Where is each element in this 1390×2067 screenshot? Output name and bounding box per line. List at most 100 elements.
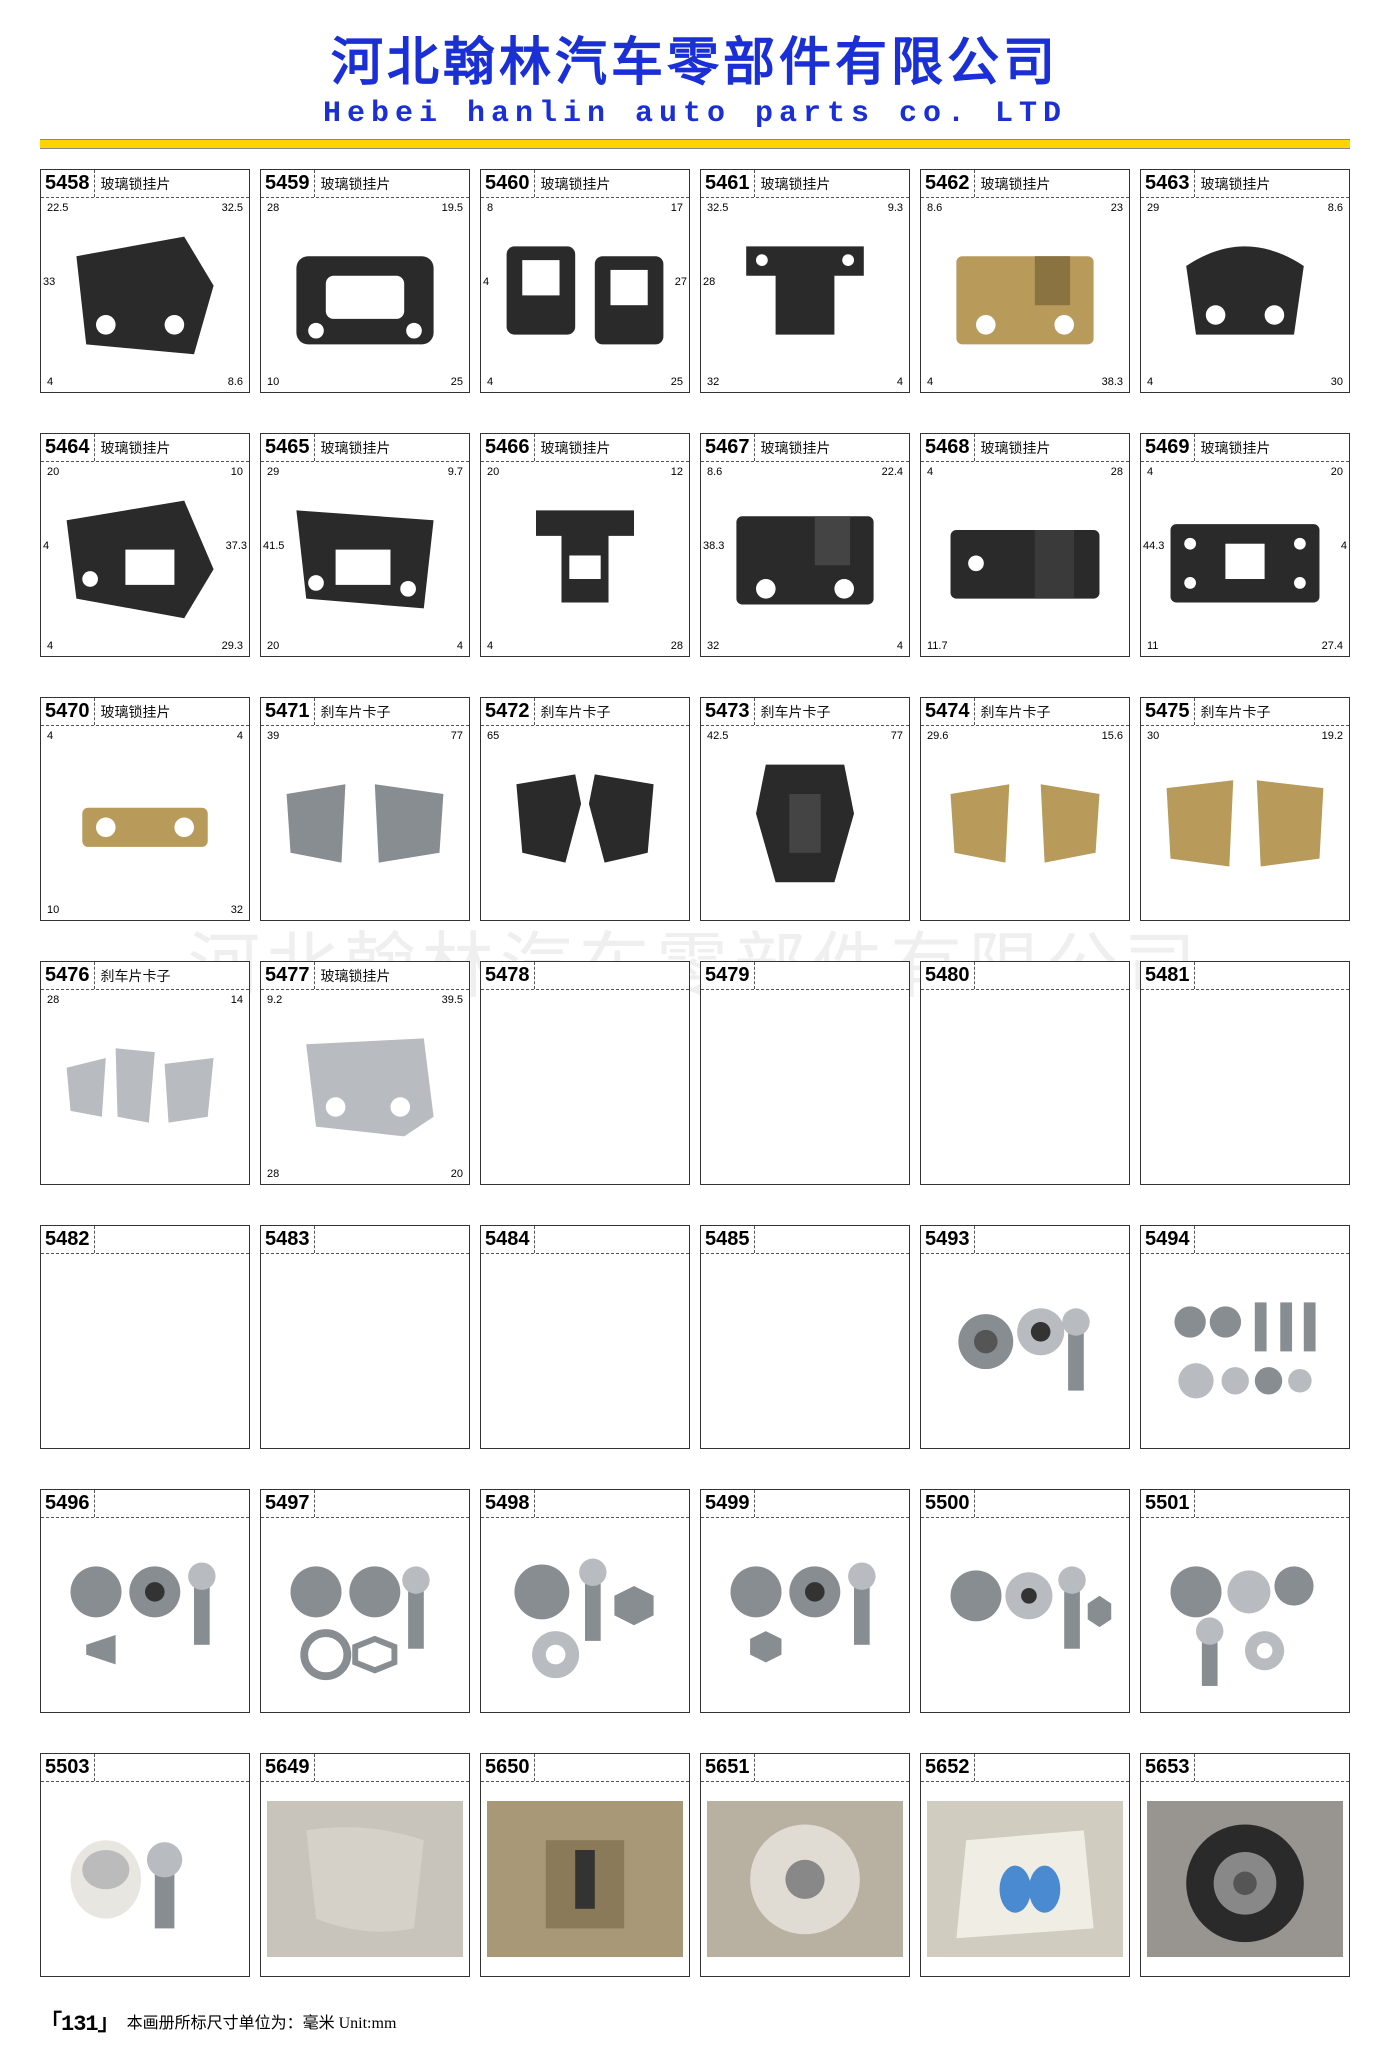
catalog-cell: 5653: [1140, 1753, 1350, 1977]
part-illustration: [1147, 204, 1343, 386]
dimension-label: 4: [1147, 376, 1153, 388]
dimension-label: 28: [267, 202, 279, 214]
cell-body: [701, 990, 909, 1184]
part-illustration: [267, 1260, 463, 1442]
cell-body: [1141, 1254, 1349, 1448]
cell-header: 5471刹车片卡子: [261, 698, 469, 726]
part-code: 5651: [701, 1754, 755, 1781]
cell-header: 5467玻璃锁挂片: [701, 434, 909, 462]
dimension-label: 4: [457, 640, 463, 652]
part-code: 5468: [921, 434, 975, 461]
page: 河北翰林汽车零部件有限公司 Hebei hanlin auto parts co…: [40, 20, 1350, 2037]
part-name: 刹车片卡子: [975, 702, 1051, 722]
part-code: 5478: [481, 962, 535, 989]
cell-body: 3019.2: [1141, 726, 1349, 920]
cell-header: 5475刹车片卡子: [1141, 698, 1349, 726]
catalog-cell: 5459玻璃锁挂片2819.51025: [260, 169, 470, 393]
part-illustration: [487, 1260, 683, 1442]
dimension-label: 38.3: [703, 540, 724, 552]
row-gap: [40, 667, 1350, 687]
dimension-label: 42.5: [707, 730, 728, 742]
cell-header: 5482: [41, 1226, 249, 1254]
cell-header: 5484: [481, 1226, 689, 1254]
catalog-cell: 5471刹车片卡子3977: [260, 697, 470, 921]
part-code: 5472: [481, 698, 535, 725]
cell-body: 441032: [41, 726, 249, 920]
dimension-label: 65: [487, 730, 499, 742]
part-code: 5458: [41, 170, 95, 197]
dimension-label: 8.6: [228, 376, 243, 388]
part-code: 5483: [261, 1226, 315, 1253]
catalog-cell: 5479: [700, 961, 910, 1185]
dimension-label: 14: [231, 994, 243, 1006]
dimension-label: 4: [483, 276, 489, 288]
part-illustration: [927, 1788, 1123, 1970]
dimension-label: 4: [237, 730, 243, 742]
catalog-cell: 5469玻璃锁挂片4201127.444.34: [1140, 433, 1350, 657]
part-illustration: [487, 1788, 683, 1970]
part-illustration: [267, 204, 463, 386]
dimension-label: 4: [1341, 540, 1347, 552]
cell-header: 5498: [481, 1490, 689, 1518]
dimension-label: 8.6: [1328, 202, 1343, 214]
dimension-label: 20: [267, 640, 279, 652]
cell-body: [41, 1782, 249, 1976]
part-code: 5475: [1141, 698, 1195, 725]
catalog-cell: 5481: [1140, 961, 1350, 1185]
cell-body: 22.532.548.633: [41, 198, 249, 392]
part-code: 5471: [261, 698, 315, 725]
dimension-label: 29.3: [222, 640, 243, 652]
catalog-cell: 5470玻璃锁挂片441032: [40, 697, 250, 921]
part-name: 玻璃锁挂片: [755, 438, 831, 458]
catalog-cell: 5485: [700, 1225, 910, 1449]
cell-header: 5463玻璃锁挂片: [1141, 170, 1349, 198]
dimension-label: 11: [1147, 640, 1158, 652]
dimension-label: 10: [231, 466, 243, 478]
catalog-cell: 5652: [920, 1753, 1130, 1977]
cell-body: 2814: [41, 990, 249, 1184]
dimension-label: 39: [267, 730, 279, 742]
cell-header: 5485: [701, 1226, 909, 1254]
cell-body: [1141, 990, 1349, 1184]
cell-body: [481, 1254, 689, 1448]
cell-body: [261, 1782, 469, 1976]
row-gap: [40, 403, 1350, 423]
cell-body: 42811.7: [921, 462, 1129, 656]
part-name: 玻璃锁挂片: [315, 966, 391, 986]
cell-header: 5477玻璃锁挂片: [261, 962, 469, 990]
cell-header: 5481: [1141, 962, 1349, 990]
cell-body: 3977: [261, 726, 469, 920]
cell-header: 5497: [261, 1490, 469, 1518]
part-name: 玻璃锁挂片: [975, 438, 1051, 458]
catalog-cell: 5465玻璃锁挂片299.720441.5: [260, 433, 470, 657]
dimension-label: 44.3: [1143, 540, 1164, 552]
dimension-label: 4: [927, 466, 933, 478]
dimension-label: 22.4: [882, 466, 903, 478]
part-illustration: [707, 468, 903, 650]
row-gap: [40, 931, 1350, 951]
catalog-cell: 5464玻璃锁挂片2010429.3437.3: [40, 433, 250, 657]
dimension-label: 4: [47, 730, 53, 742]
cell-body: [701, 1518, 909, 1712]
dimension-label: 9.2: [267, 994, 282, 1006]
catalog-cell: 5475刹车片卡子3019.2: [1140, 697, 1350, 921]
part-name: 玻璃锁挂片: [315, 174, 391, 194]
catalog-cell: 5460玻璃锁挂片817425427: [480, 169, 690, 393]
cell-body: [41, 1254, 249, 1448]
cell-header: 5461玻璃锁挂片: [701, 170, 909, 198]
dimension-label: 9.7: [448, 466, 463, 478]
dimension-label: 32: [231, 904, 243, 916]
cell-body: 8.622.432438.3: [701, 462, 909, 656]
dimension-label: 4: [487, 376, 493, 388]
dimension-label: 22.5: [47, 202, 68, 214]
company-title-cn: 河北翰林汽车零部件有限公司: [40, 20, 1350, 95]
cell-header: 5653: [1141, 1754, 1349, 1782]
cell-body: [261, 1254, 469, 1448]
catalog-cell: 5503: [40, 1753, 250, 1977]
part-code: 5484: [481, 1226, 535, 1253]
dimension-label: 4: [43, 540, 49, 552]
dimension-label: 33: [43, 276, 55, 288]
part-illustration: [707, 732, 903, 914]
dimension-label: 20: [487, 466, 499, 478]
part-illustration: [47, 732, 243, 914]
